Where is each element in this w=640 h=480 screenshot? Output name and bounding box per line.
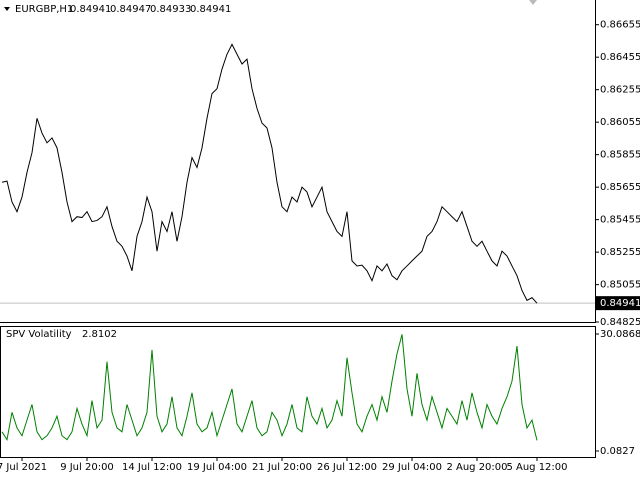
indicator-value: 2.8102 [82,329,117,340]
x-tick-label: 7 Jul 2021 [0,462,47,473]
shift-marker[interactable] [529,0,537,5]
y-tick-label: 0.86455 [600,52,640,63]
x-tick-label: 5 Aug 12:00 [506,462,567,473]
x-tick-label: 29 Jul 04:00 [382,462,442,473]
current-price-label: 0.84941 [600,298,640,309]
y-tick-label: 0.85655 [600,182,640,193]
x-tick-label: 2 Aug 20:00 [446,462,507,473]
y-tick-label: 0.85255 [600,247,640,258]
ohlc-value: 0.84941 [190,4,231,15]
x-tick-label: 26 Jul 12:00 [317,462,377,473]
collapse-icon[interactable] [4,7,10,11]
y-tick-label: 0.86655 [600,20,640,31]
indicator-title: SPV Volatility [6,329,72,340]
current-price-box [596,296,640,311]
ohlc-value: 0.84947 [110,4,151,15]
x-tick-label: 21 Jul 20:00 [252,462,312,473]
y-tick-label: 30.0868 [600,329,640,340]
y-tick-label: 0.85855 [600,150,640,161]
y-tick-label: 0.85055 [600,280,640,291]
y-tick-label: 0.84825 [600,317,640,328]
ohlc-value: 0.84933 [150,4,191,15]
x-tick-label: 9 Jul 20:00 [60,462,114,473]
symbol: EURGBP,H1 [15,4,73,15]
series-line [1,43,538,304]
x-tick-label: 19 Jul 04:00 [187,462,247,473]
x-tick-label: 14 Jul 12:00 [122,462,182,473]
series-line [1,334,538,441]
ohlc-value: 0.84941 [70,4,111,15]
y-tick-label: 0.86255 [600,85,640,96]
indicator-panel-border [0,326,596,458]
y-tick-label: 0.85455 [600,215,640,226]
y-tick-label: 0.86055 [600,117,640,128]
y-tick-label: 0.0827 [600,446,635,457]
